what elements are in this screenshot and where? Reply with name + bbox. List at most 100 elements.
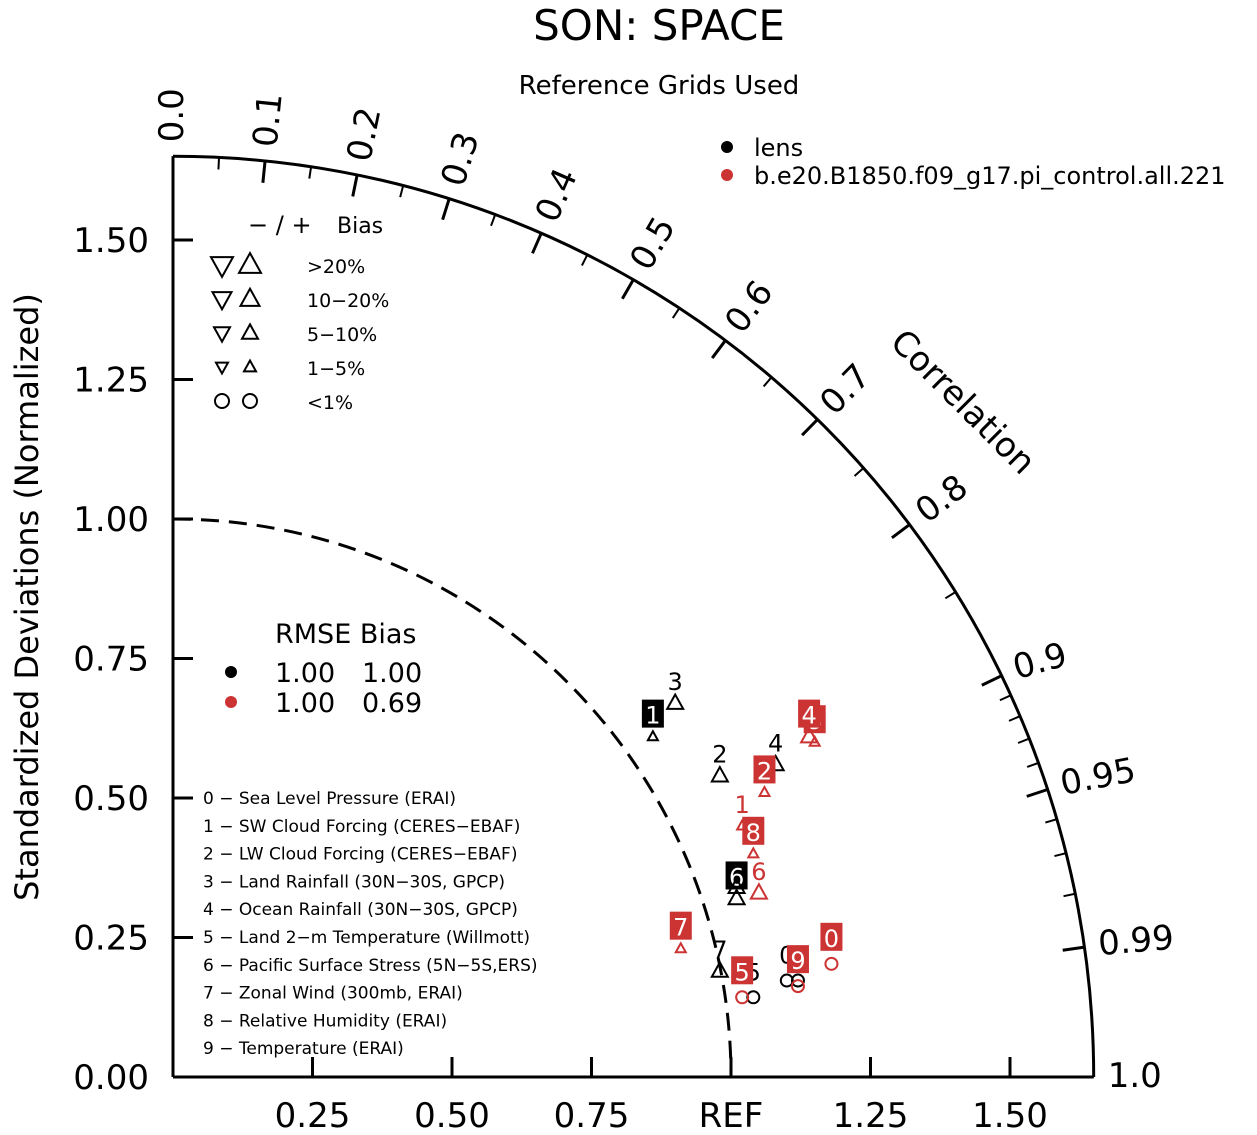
chart-title: SON: SPACE [533, 1, 785, 50]
data-point-marker [749, 882, 769, 900]
correlation-tick-label: 0.95 [1057, 750, 1139, 804]
correlation-tick-label: 0.1 [246, 91, 291, 149]
correlation-major-tick [441, 198, 451, 221]
data-point-marker [790, 973, 805, 988]
y-axis-ticks: 0.00 0.25 0.50 0.75 1.00 1.25 1.50 [73, 221, 193, 1098]
variable-legend-item: 4 − Ocean Rainfall (30N−30S, GPCP) [203, 900, 518, 920]
correlation-tick-label: 0.0 [152, 88, 192, 142]
x-tick-label: 1.50 [972, 1096, 1048, 1135]
series-legend-dot [721, 141, 733, 153]
rmse-legend-dot [225, 696, 237, 708]
data-point-marker [726, 876, 747, 895]
chart-subtitle: Reference Grids Used [519, 71, 800, 101]
rmse-value: 1.00 [275, 658, 335, 689]
series-legend: lensb.e20.B1850.f09_g17.pi_control.all.2… [721, 134, 1226, 190]
correlation-minor-tick [1045, 818, 1058, 824]
data-point-label: 1 [645, 702, 660, 730]
correlation-major-tick [1026, 788, 1049, 798]
correlation-minor-tick [581, 254, 589, 266]
data-point-marker [710, 960, 730, 978]
correlation-minor-tick [762, 376, 773, 388]
correlation-tick-label: 0.99 [1097, 918, 1176, 964]
data-point-marker [790, 979, 805, 994]
bias-legend-range: 10−20% [307, 290, 389, 312]
correlation-major-tick [891, 523, 911, 539]
y-tick-label: 0.50 [73, 779, 149, 819]
rmse-value: 1.00 [275, 688, 335, 719]
correlation-major-tick [1062, 945, 1085, 952]
y-tick-label: 1.25 [73, 361, 149, 401]
correlation-major-tick [351, 174, 359, 197]
x-tick-label: 0.75 [554, 1096, 630, 1135]
correlation-major-tick [801, 418, 819, 437]
correlation-tick-label: 0.2 [339, 104, 389, 165]
correlation-minor-tick [853, 467, 865, 477]
correlation-tick-label: 1.0 [1108, 1056, 1162, 1096]
data-point-label: 5 [735, 958, 750, 986]
y-tick-label: 1.50 [73, 221, 149, 261]
correlation-minor-tick [1063, 892, 1076, 898]
correlation-minor-tick [399, 185, 405, 198]
variable-legend-item: 6 − Pacific Surface Stress (5N−5S,ERS) [203, 956, 538, 976]
data-point-label: 0 [824, 925, 839, 953]
data-point-label-box [641, 699, 664, 728]
bias-up-triangle [240, 322, 260, 340]
data-point-marker [726, 887, 747, 906]
data-point-label-box [798, 699, 821, 728]
bias-down-triangle [210, 291, 234, 312]
data-point-label: 6 [751, 858, 766, 886]
data-point-label: 4 [768, 730, 783, 758]
data-point-label-box [725, 861, 748, 890]
data-point-marker [824, 956, 839, 971]
bias-circle [242, 393, 258, 409]
y-axis-label: Standardized Deviations (Normalized) [8, 293, 46, 901]
rmse-legend-header: RMSE Bias [275, 619, 416, 650]
bias-legend-range: 1−5% [307, 358, 365, 380]
bias-legend-range: <1% [307, 392, 353, 414]
data-point-label-box [820, 922, 843, 951]
x-tick-label: 1.25 [833, 1096, 909, 1135]
correlation-minor-tick [1008, 715, 1021, 722]
bias-up-triangle [238, 286, 262, 307]
data-point-label-box [753, 755, 776, 784]
variable-legend-item: 9 − Temperature (ERAI) [203, 1039, 404, 1059]
variable-legend-item: 5 − Land 2−m Temperature (Willmott) [203, 928, 530, 948]
correlation-tick-label: 0.7 [812, 356, 878, 423]
rmse-legend-dot [225, 666, 237, 678]
correlation-minor-tick [308, 166, 313, 179]
series-legend-dot [721, 169, 733, 181]
correlation-minor-tick [1017, 737, 1030, 744]
data-point-label-box [669, 911, 692, 940]
correlation-major-tick [531, 232, 543, 254]
correlation-tick-label: 0.6 [717, 273, 781, 340]
correlation-tick-label: 0.4 [528, 162, 586, 228]
data-points: 0123456790123456789 [641, 668, 843, 1005]
correlation-major-tick [711, 339, 727, 359]
bias-legend-range: >20% [307, 256, 365, 278]
data-point-label: 9 [790, 947, 805, 975]
y-tick-label: 0.25 [73, 919, 149, 959]
correlation-minor-tick [1054, 852, 1067, 858]
data-point-label: 8 [746, 819, 761, 847]
reference-arc [172, 517, 733, 1078]
correlation-minor-tick [217, 157, 221, 170]
correlation-tick-label: 0.8 [908, 467, 975, 531]
data-point-label-box [742, 816, 765, 845]
data-point-label: 3 [668, 668, 683, 696]
correlation-tick-label: 0.5 [622, 210, 684, 277]
correlation-minor-tick [944, 591, 957, 600]
correlation-minor-tick [671, 307, 681, 319]
correlation-minor-tick [490, 214, 497, 227]
data-point-marker [674, 941, 688, 954]
data-point-label: 2 [712, 741, 727, 769]
bias-value: 1.00 [362, 658, 422, 689]
correlation-major-tick [621, 278, 635, 300]
data-point-marker [746, 846, 761, 859]
data-point-label: 1 [735, 791, 750, 819]
bias-legend-sign: − / + [248, 211, 312, 239]
y-tick-label: 0.75 [73, 640, 149, 680]
variable-legend-item: 2 − LW Cloud Forcing (CERES−EBAF) [203, 845, 517, 865]
data-point-label: 7 [673, 914, 688, 942]
bias-legend-range: 5−10% [307, 324, 377, 346]
variable-legend-item: 3 − Land Rainfall (30N−30S, GPCP) [203, 872, 505, 892]
